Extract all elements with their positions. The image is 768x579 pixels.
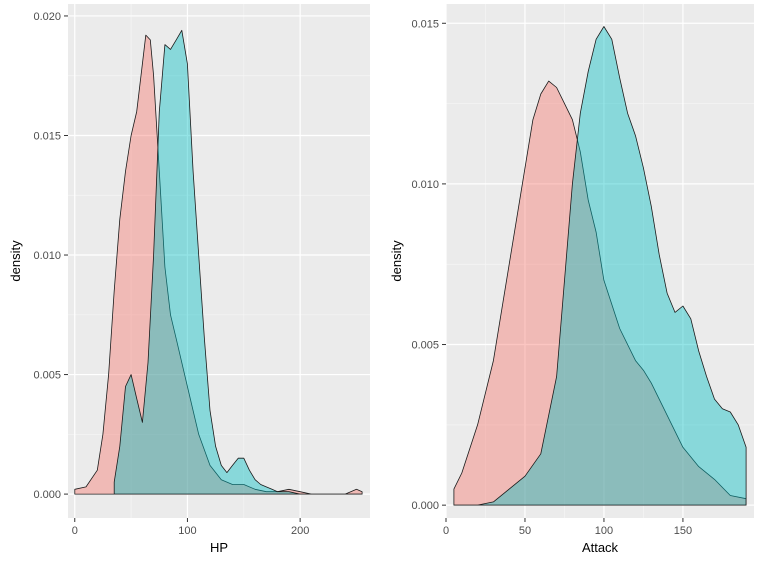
x-axis-title: Attack	[582, 540, 619, 555]
y-tick-label: 0.000	[411, 500, 439, 512]
y-tick-label: 0.015	[33, 130, 61, 142]
y-tick-label: 0.005	[411, 340, 439, 352]
density-area-series-1	[453, 80, 747, 506]
plot-background	[446, 4, 754, 518]
y-tick-label: 0.010	[411, 179, 439, 191]
x-tick-label: 200	[291, 525, 309, 537]
x-tick-label: 50	[519, 525, 531, 537]
density-area-series-2	[453, 26, 747, 506]
density-area-series-2	[113, 29, 363, 495]
x-tick-label: 0	[72, 525, 78, 537]
y-axis-title: density	[8, 240, 23, 282]
y-tick-label: 0.000	[33, 489, 61, 501]
y-tick-label: 0.020	[33, 11, 61, 23]
chart-panel-2: 0 50 100 150 0.000 0.005 0.010 0.015 Attack densi…	[389, 4, 754, 555]
plot-background	[68, 4, 370, 518]
x-tick-label: 0	[443, 525, 449, 537]
chart-panel-1: 0 100 200 0.000 0.005 0.010 0.015 0.020 HP densit…	[8, 4, 370, 555]
y-tick-label: 0.005	[33, 370, 61, 382]
x-axis-title: HP	[210, 540, 228, 555]
x-tick-label: 100	[595, 525, 613, 537]
x-tick-label: 150	[674, 525, 692, 537]
x-tick-label: 100	[178, 525, 196, 537]
y-tick-label: 0.015	[411, 18, 439, 30]
y-tick-label: 0.010	[33, 250, 61, 262]
y-axis-title: density	[389, 240, 404, 282]
